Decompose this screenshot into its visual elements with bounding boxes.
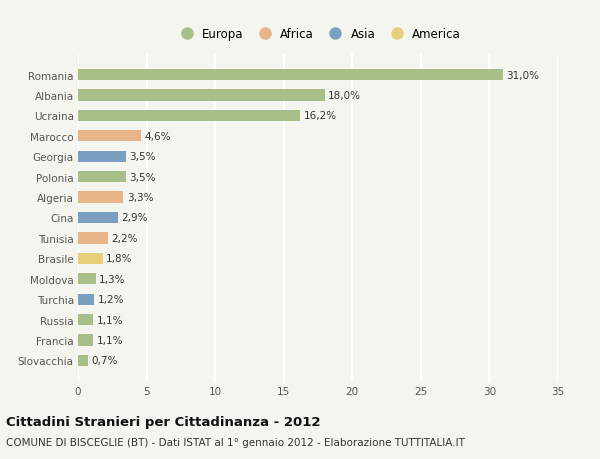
- Text: 1,8%: 1,8%: [106, 254, 133, 264]
- Bar: [78, 274, 96, 285]
- Text: COMUNE DI BISCEGLIE (BT) - Dati ISTAT al 1° gennaio 2012 - Elaborazione TUTTITAL: COMUNE DI BISCEGLIE (BT) - Dati ISTAT al…: [6, 437, 465, 447]
- Bar: [78, 213, 118, 224]
- Text: 2,2%: 2,2%: [112, 233, 138, 243]
- Text: 4,6%: 4,6%: [145, 132, 171, 141]
- Text: 3,5%: 3,5%: [130, 152, 156, 162]
- Bar: [78, 151, 126, 162]
- Legend: Europa, Africa, Asia, America: Europa, Africa, Asia, America: [175, 28, 461, 41]
- Text: 16,2%: 16,2%: [304, 111, 337, 121]
- Bar: [78, 294, 94, 305]
- Bar: [78, 90, 325, 101]
- Text: 1,3%: 1,3%: [99, 274, 126, 284]
- Text: 1,1%: 1,1%: [97, 315, 123, 325]
- Bar: [78, 355, 88, 366]
- Text: 1,1%: 1,1%: [97, 335, 123, 345]
- Bar: [78, 233, 108, 244]
- Text: 18,0%: 18,0%: [328, 91, 361, 101]
- Bar: [78, 314, 93, 325]
- Text: 1,2%: 1,2%: [98, 295, 124, 304]
- Text: 31,0%: 31,0%: [506, 71, 539, 80]
- Bar: [78, 192, 123, 203]
- Text: Cittadini Stranieri per Cittadinanza - 2012: Cittadini Stranieri per Cittadinanza - 2…: [6, 415, 320, 428]
- Bar: [78, 172, 126, 183]
- Bar: [78, 131, 141, 142]
- Text: 3,5%: 3,5%: [130, 172, 156, 182]
- Text: 3,3%: 3,3%: [127, 193, 153, 203]
- Text: 0,7%: 0,7%: [91, 356, 118, 365]
- Bar: [78, 253, 103, 264]
- Bar: [78, 111, 300, 122]
- Bar: [78, 335, 93, 346]
- Text: 2,9%: 2,9%: [121, 213, 148, 223]
- Bar: [78, 70, 503, 81]
